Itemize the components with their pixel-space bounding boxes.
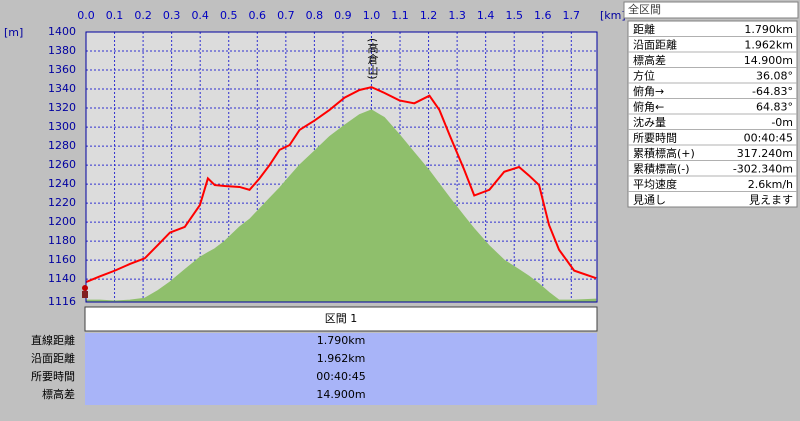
y-tick-label: 1240: [48, 177, 76, 190]
panel-value: 1.790km: [744, 23, 793, 36]
panel-value: 2.6km/h: [748, 178, 793, 191]
y-tick-label: 1116: [48, 295, 76, 308]
y-tick-label: 1300: [48, 120, 76, 133]
x-tick-label: 0.5: [220, 9, 238, 22]
peak-annotation: (高倉山): [366, 38, 379, 80]
x-tick-label: 1.7: [563, 9, 581, 22]
x-tick-label: 1.1: [391, 9, 409, 22]
row-label: 標高差: [42, 387, 75, 401]
row-label: 沿面距離: [31, 351, 75, 365]
terrain-line: [86, 109, 597, 302]
panel-label: 沿面距離: [633, 37, 677, 51]
row-value: 00:40:45: [316, 370, 365, 383]
route-line: [85, 86, 597, 283]
panel-label: 俯角→: [633, 84, 664, 98]
panel-value: -0m: [771, 116, 793, 129]
x-tick-label: 1.5: [505, 9, 523, 22]
y-tick-label: 1220: [48, 196, 76, 209]
start-marker: [82, 285, 88, 298]
y-tick-label: 1160: [48, 253, 76, 266]
y-tick-label: 1200: [48, 215, 76, 228]
section-header: 区間 1: [325, 312, 358, 325]
panel-label: 見通し: [633, 193, 666, 206]
panel-value: -302.340m: [733, 162, 793, 175]
x-tick-label: 1.4: [477, 9, 495, 22]
panel-label: 標高差: [633, 53, 666, 67]
panel-value: 317.240m: [737, 147, 793, 160]
x-tick-label: 0.8: [306, 9, 324, 22]
plot-border: [85, 31, 598, 303]
x-tick-label: 0.4: [191, 9, 209, 22]
panel-value: 36.08°: [756, 69, 793, 82]
y-tick-label: 1140: [48, 272, 76, 285]
panel-title-bg: [623, 1, 799, 19]
x-tick-label: 0.2: [134, 9, 152, 22]
panel-label: 俯角←: [633, 99, 664, 113]
panel-label: 距離: [633, 22, 655, 36]
row-label: 直線距離: [31, 333, 75, 347]
panel-value: -64.83°: [752, 85, 793, 98]
x-tick-label: 0.3: [163, 9, 181, 22]
panel-label: 沈み量: [633, 115, 666, 129]
section-header-bg: [84, 306, 598, 332]
x-tick-label: 0.7: [277, 9, 295, 22]
row-value: 1.962km: [317, 352, 366, 365]
row-label: 所要時間: [31, 370, 75, 383]
row-value: 1.790km: [317, 334, 366, 347]
x-tick-label: 1.2: [420, 9, 438, 22]
y-tick-label: 1340: [48, 82, 76, 95]
plot: (高倉山): [85, 38, 597, 302]
panel-value: 1.962km: [744, 38, 793, 51]
x-tick-label: 1.3: [448, 9, 466, 22]
y-tick-label: 1180: [48, 234, 76, 247]
y-tick-label: 1380: [48, 44, 76, 57]
section-table: 区間 1 直線距離 1.790km 沿面距離 1.962km 所要時間 00:40:45 標高…: [31, 306, 598, 405]
panel-value: 見えます: [749, 193, 793, 206]
panel-label: 方位: [633, 68, 655, 82]
y-tick-label: 1360: [48, 63, 76, 76]
x-tick-label: 0.9: [334, 9, 352, 22]
panel-label: 平均速度: [633, 177, 677, 191]
row-value: 14.900m: [316, 388, 365, 401]
y-tick-label: 1280: [48, 139, 76, 152]
y-tick-label: 1260: [48, 158, 76, 171]
panel-label: 所要時間: [633, 131, 677, 144]
panel-value: 00:40:45: [744, 131, 793, 144]
panel-value: 64.83°: [756, 100, 793, 113]
panel-label: 累積標高(-): [633, 161, 690, 175]
x-unit: [km]: [600, 9, 626, 22]
panel-value: 14.900m: [744, 54, 793, 67]
terrain-fill: [86, 109, 597, 302]
panel-label: 累積標高(+): [633, 146, 695, 160]
y-unit: [m]: [4, 26, 23, 39]
x-tick-label: 0.6: [249, 9, 267, 22]
panel-title: 全区間: [628, 2, 661, 16]
x-tick-label: 1.0: [363, 9, 381, 22]
section-body-bg: [85, 333, 597, 405]
x-tick-label: 0.0: [77, 9, 95, 22]
x-tick-label: 1.6: [534, 9, 552, 22]
y-tick-label: 1320: [48, 101, 76, 114]
x-tick-label: 0.1: [106, 9, 124, 22]
y-tick-label: 1400: [48, 25, 76, 38]
